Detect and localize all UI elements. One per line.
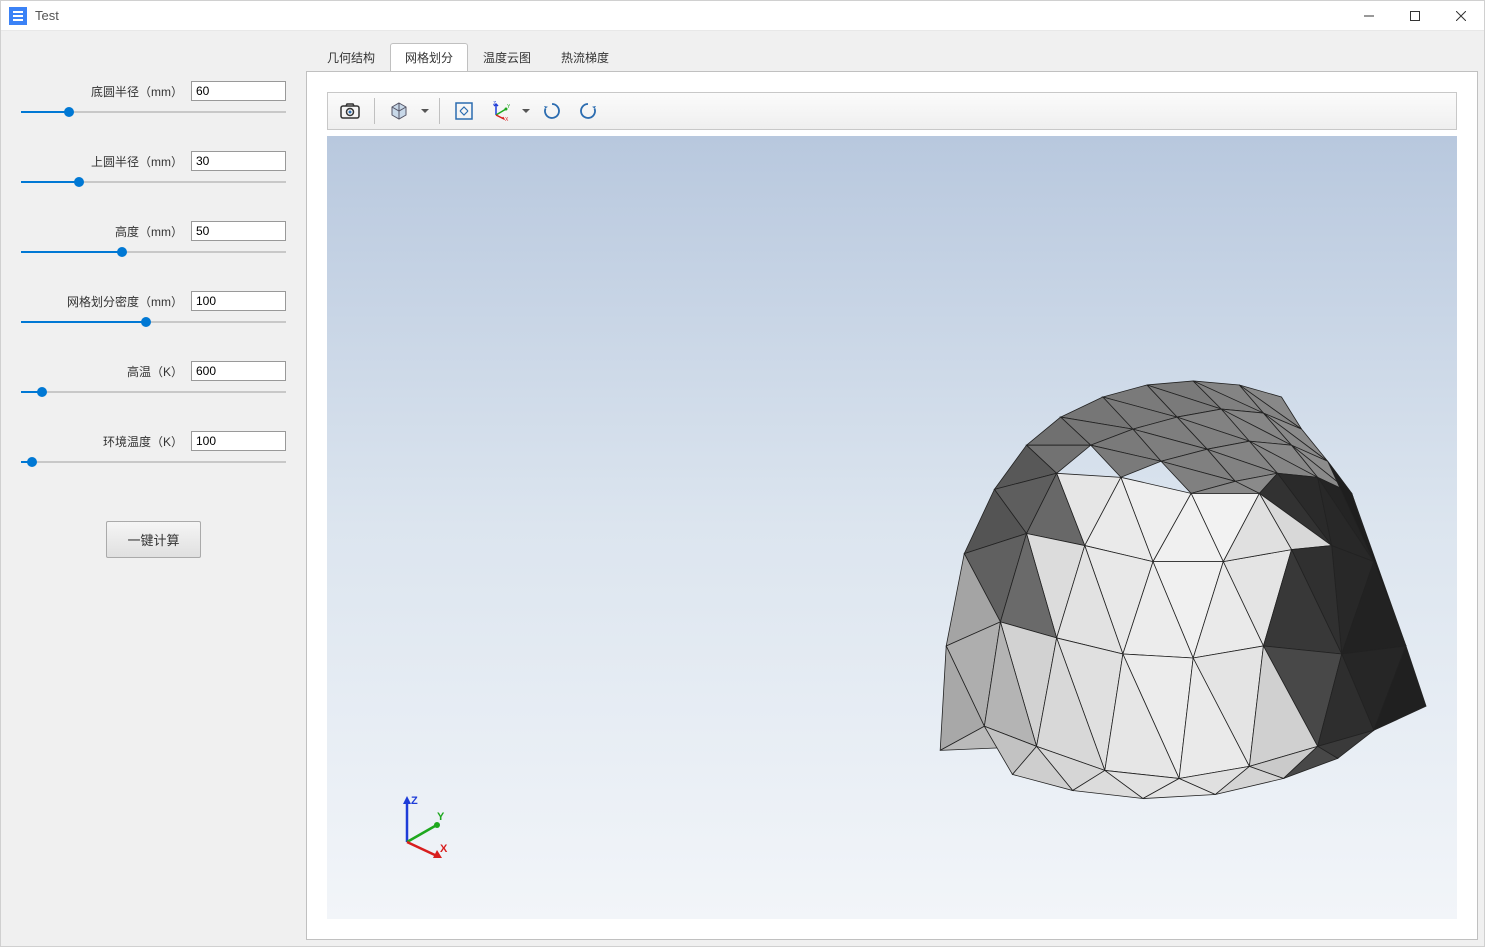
app-window: Test 底圆半径（mm） 上圆半径（mm） (0, 0, 1485, 947)
tab-temperature[interactable]: 温度云图 (468, 43, 546, 71)
param-high-temp: 高温（K） (21, 361, 286, 399)
svg-text:Y: Y (507, 104, 510, 110)
tabpanel: Z Y X Z (306, 71, 1478, 940)
titlebar: Test (1, 1, 1484, 31)
toolbar-separator (374, 98, 375, 124)
window-title: Test (35, 8, 1346, 23)
axis-triad-icon: Z Y X (387, 794, 457, 864)
viewport-3d[interactable]: Z Y X (327, 136, 1457, 919)
param-label: 底圆半径（mm） (91, 83, 183, 100)
height-input[interactable] (191, 221, 286, 241)
screenshot-button[interactable] (334, 96, 366, 126)
axes-dropdown[interactable] (520, 109, 532, 114)
svg-text:Z: Z (493, 101, 496, 107)
mesh-render (327, 136, 1457, 919)
viewport-toolbar: Z Y X (327, 92, 1457, 130)
high-temp-slider[interactable] (21, 385, 286, 399)
calculate-button[interactable]: 一键计算 (106, 521, 200, 558)
svg-text:Z: Z (411, 795, 418, 807)
param-label: 环境温度（K） (103, 433, 183, 450)
tab-mesh[interactable]: 网格划分 (390, 43, 468, 71)
param-ambient-temp: 环境温度（K） (21, 431, 286, 469)
app-icon (9, 7, 27, 25)
tab-geometry[interactable]: 几何结构 (312, 43, 390, 71)
view-cube-dropdown[interactable] (419, 109, 431, 114)
fit-view-button[interactable] (448, 96, 480, 126)
toolbar-separator (439, 98, 440, 124)
param-bottom-radius: 底圆半径（mm） (21, 81, 286, 119)
param-height: 高度（mm） (21, 221, 286, 259)
param-label: 上圆半径（mm） (91, 153, 183, 170)
top-radius-input[interactable] (191, 151, 286, 171)
bottom-radius-input[interactable] (191, 81, 286, 101)
tabs: 几何结构 网格划分 温度云图 热流梯度 (306, 43, 1484, 71)
main-area: 几何结构 网格划分 温度云图 热流梯度 (306, 31, 1484, 946)
rotate-ccw-button[interactable] (572, 96, 604, 126)
maximize-button[interactable] (1392, 1, 1438, 31)
minimize-button[interactable] (1346, 1, 1392, 31)
content-area: 底圆半径（mm） 上圆半径（mm） 高度（mm） (1, 31, 1484, 946)
view-cube-button[interactable] (383, 96, 415, 126)
height-slider[interactable] (21, 245, 286, 259)
svg-text:X: X (505, 117, 509, 121)
param-top-radius: 上圆半径（mm） (21, 151, 286, 189)
param-label: 高度（mm） (115, 223, 183, 240)
high-temp-input[interactable] (191, 361, 286, 381)
ambient-temp-slider[interactable] (21, 455, 286, 469)
axes-button[interactable]: Z Y X (484, 96, 516, 126)
ambient-temp-input[interactable] (191, 431, 286, 451)
bottom-radius-slider[interactable] (21, 105, 286, 119)
svg-text:X: X (440, 843, 448, 855)
top-radius-slider[interactable] (21, 175, 286, 189)
mesh-density-input[interactable] (191, 291, 286, 311)
tab-heatflow[interactable]: 热流梯度 (546, 43, 624, 71)
close-button[interactable] (1438, 1, 1484, 31)
window-controls (1346, 1, 1484, 31)
param-label: 网格划分密度（mm） (67, 293, 183, 310)
svg-text:Y: Y (437, 811, 445, 823)
mesh-density-slider[interactable] (21, 315, 286, 329)
sidebar: 底圆半径（mm） 上圆半径（mm） 高度（mm） (1, 31, 306, 946)
param-mesh-density: 网格划分密度（mm） (21, 291, 286, 329)
rotate-cw-button[interactable] (536, 96, 568, 126)
param-label: 高温（K） (127, 363, 183, 380)
